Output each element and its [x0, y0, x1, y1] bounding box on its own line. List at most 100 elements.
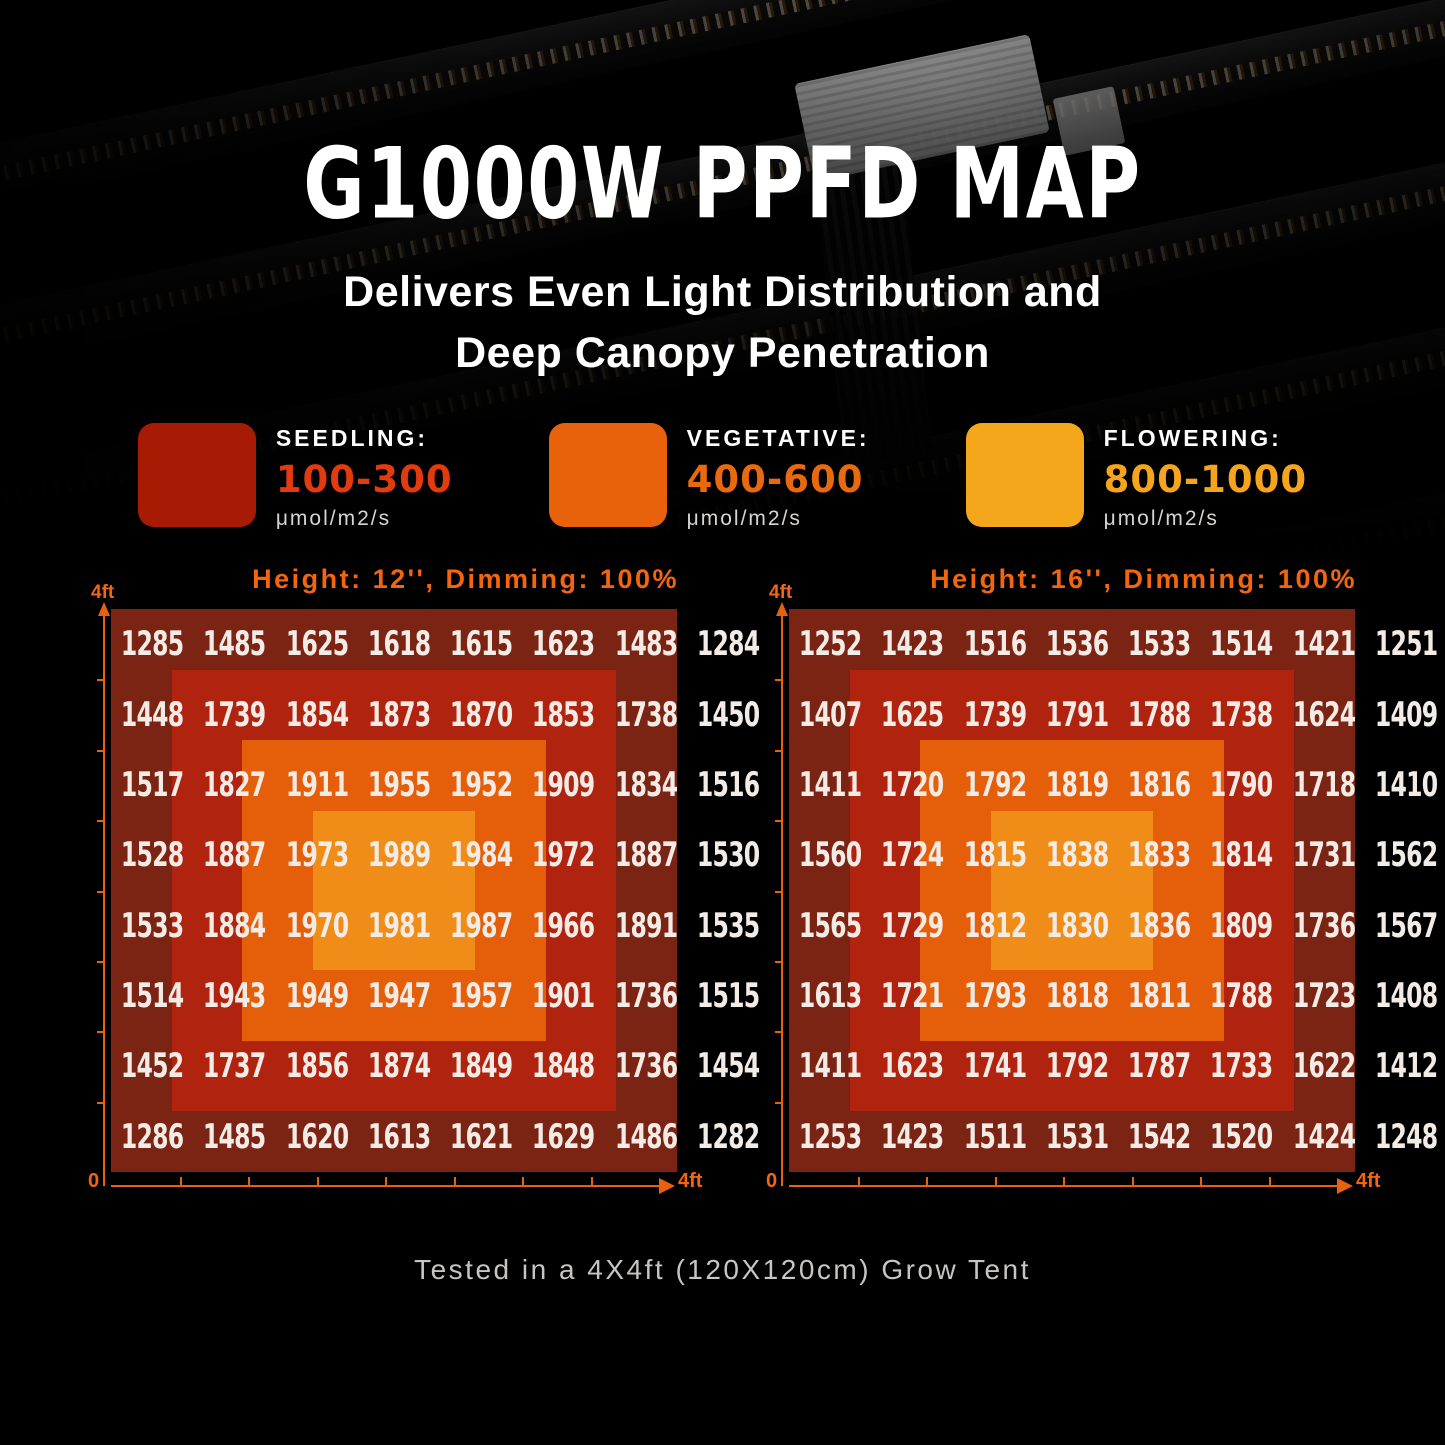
chart-height-dimming-label: Height: 12'', Dimming: 100%: [252, 564, 679, 594]
axis-tick: [857, 1177, 860, 1186]
axis-tick: [97, 820, 105, 823]
ppfd-value: 1454: [696, 1046, 760, 1087]
ppfd-value: 1517: [120, 765, 184, 805]
ppfd-cell: 1624: [1283, 679, 1365, 749]
ppfd-value: 1973: [285, 835, 348, 876]
ppfd-cell: 1721: [871, 961, 953, 1031]
ppfd-value: 1984: [449, 835, 513, 876]
ppfd-cell: 1788: [1200, 961, 1282, 1031]
ppfd-value: 1873: [367, 694, 431, 735]
axis-tick: [453, 1177, 456, 1186]
ppfd-cell: 1792: [954, 750, 1036, 820]
ppfd-value: 1814: [1210, 835, 1273, 876]
axis-tick: [522, 1177, 524, 1186]
axis-tick: [385, 1177, 387, 1186]
flowering-label: FLOWERING:: [1103, 425, 1282, 451]
ppfd-cell: 1854: [276, 679, 358, 749]
ppfd-value: 1423: [881, 624, 944, 664]
ppfd-cell: 1533: [1118, 609, 1200, 679]
ppfd-value: 1248: [1374, 1117, 1438, 1157]
ppfd-value: 1516: [963, 624, 1026, 664]
ppfd-value: 1286: [120, 1117, 184, 1157]
ppfd-cell: 1531: [1036, 1102, 1118, 1172]
ppfd-cell: 1625: [871, 679, 953, 749]
axis-tick: [775, 820, 783, 823]
ppfd-value: 1849: [449, 1046, 513, 1087]
ppfd-value: 1812: [963, 905, 1026, 946]
ppfd-cell: 1724: [871, 820, 953, 890]
ppfd-cell: 1517: [111, 750, 193, 820]
ppfd-value: 1853: [532, 694, 595, 735]
ppfd-cell: 1949: [276, 961, 358, 1031]
ppfd-cell: 1448: [111, 679, 193, 749]
ppfd-cell: 1723: [1283, 961, 1365, 1031]
ppfd-cell: 1737: [193, 1031, 275, 1101]
ppfd-value: 1874: [367, 1046, 431, 1087]
ppfd-cell: 1989: [358, 820, 440, 890]
ppfd-value: 1251: [1374, 624, 1438, 664]
ppfd-value: 1955: [367, 765, 431, 805]
ppfd-value: 1836: [1127, 905, 1191, 946]
ppfd-value: 1720: [881, 765, 944, 805]
y-axis-ticks: [97, 609, 105, 1172]
axis-tick: [179, 1177, 182, 1186]
axis-tick: [994, 1177, 997, 1186]
ppfd-cell: 1450: [687, 679, 769, 749]
ppfd-cell: 1818: [1036, 961, 1118, 1031]
ppfd-value: 1848: [532, 1046, 595, 1087]
ppfd-cell: 1848: [522, 1031, 604, 1101]
ppfd-value: 1516: [696, 765, 760, 805]
ppfd-cell: 1411: [789, 1031, 871, 1101]
ppfd-cell: 1814: [1200, 820, 1282, 890]
ppfd-cell: 1815: [954, 820, 1036, 890]
page-title: G1000W PPFD MAP: [303, 126, 1142, 242]
ppfd-cell: 1613: [789, 961, 871, 1031]
ppfd-value: 1884: [203, 905, 266, 946]
ppfd-cell: 1911: [276, 750, 358, 820]
ppfd-value: 1407: [798, 694, 862, 735]
ppfd-cell: 1542: [1118, 1102, 1200, 1172]
y-axis-arrow-icon: [98, 602, 110, 616]
ppfd-cell: 1873: [358, 679, 440, 749]
ppfd-value: 1533: [1127, 624, 1191, 664]
ppfd-cell: 1615: [440, 609, 522, 679]
axis-tick: [775, 1101, 783, 1104]
ppfd-cell: 1947: [358, 961, 440, 1031]
seedling-range: 100-300: [275, 458, 453, 501]
ppfd-value: 1901: [532, 976, 595, 1016]
ppfd-map-12in: Height: 12'', Dimming: 100% 4ft 1285 1485…: [85, 556, 760, 1226]
ppfd-value: 1809: [1210, 905, 1273, 946]
ppfd-value: 1733: [1210, 1046, 1273, 1087]
ppfd-value: 1909: [532, 765, 595, 805]
x-axis-line: [111, 1185, 659, 1187]
ppfd-value: 1252: [798, 624, 862, 664]
ppfd-cell: 1409: [1365, 679, 1445, 749]
ppfd-value: 1870: [449, 694, 513, 735]
ppfd-cell: 1819: [1036, 750, 1118, 820]
axis-tick: [1200, 1177, 1202, 1186]
ppfd-value: 1731: [1292, 835, 1356, 876]
ppfd-value: 1567: [1374, 905, 1438, 946]
ppfd-cell: 1423: [871, 1102, 953, 1172]
axis-tick: [1268, 1177, 1271, 1186]
ppfd-value: 1625: [285, 624, 348, 664]
ppfd-cell: 1733: [1200, 1031, 1282, 1101]
ppfd-value: 1736: [1292, 905, 1356, 946]
y-axis-max-label: 4ft: [769, 582, 793, 603]
ppfd-value: 1515: [696, 976, 760, 1016]
ppfd-cell: 1410: [1365, 750, 1445, 820]
seedling-label: SEEDLING:: [275, 425, 429, 451]
ppfd-value: 1856: [285, 1046, 348, 1087]
vegetative-range: 400-600: [686, 458, 864, 501]
zone-center: [991, 811, 1153, 970]
ppfd-cell: 1565: [789, 891, 871, 961]
ppfd-value: 1854: [285, 694, 348, 735]
ppfd-value: 1485: [203, 1117, 266, 1157]
ppfd-cell: 1485: [193, 609, 275, 679]
flowering-color-swatch: [965, 423, 1084, 527]
ppfd-cell: 1536: [1036, 609, 1118, 679]
ppfd-cell: 1621: [440, 1102, 522, 1172]
ppfd-cell: 1788: [1118, 679, 1200, 749]
ppfd-cell: 1739: [193, 679, 275, 749]
ppfd-value: 1618: [367, 624, 431, 664]
